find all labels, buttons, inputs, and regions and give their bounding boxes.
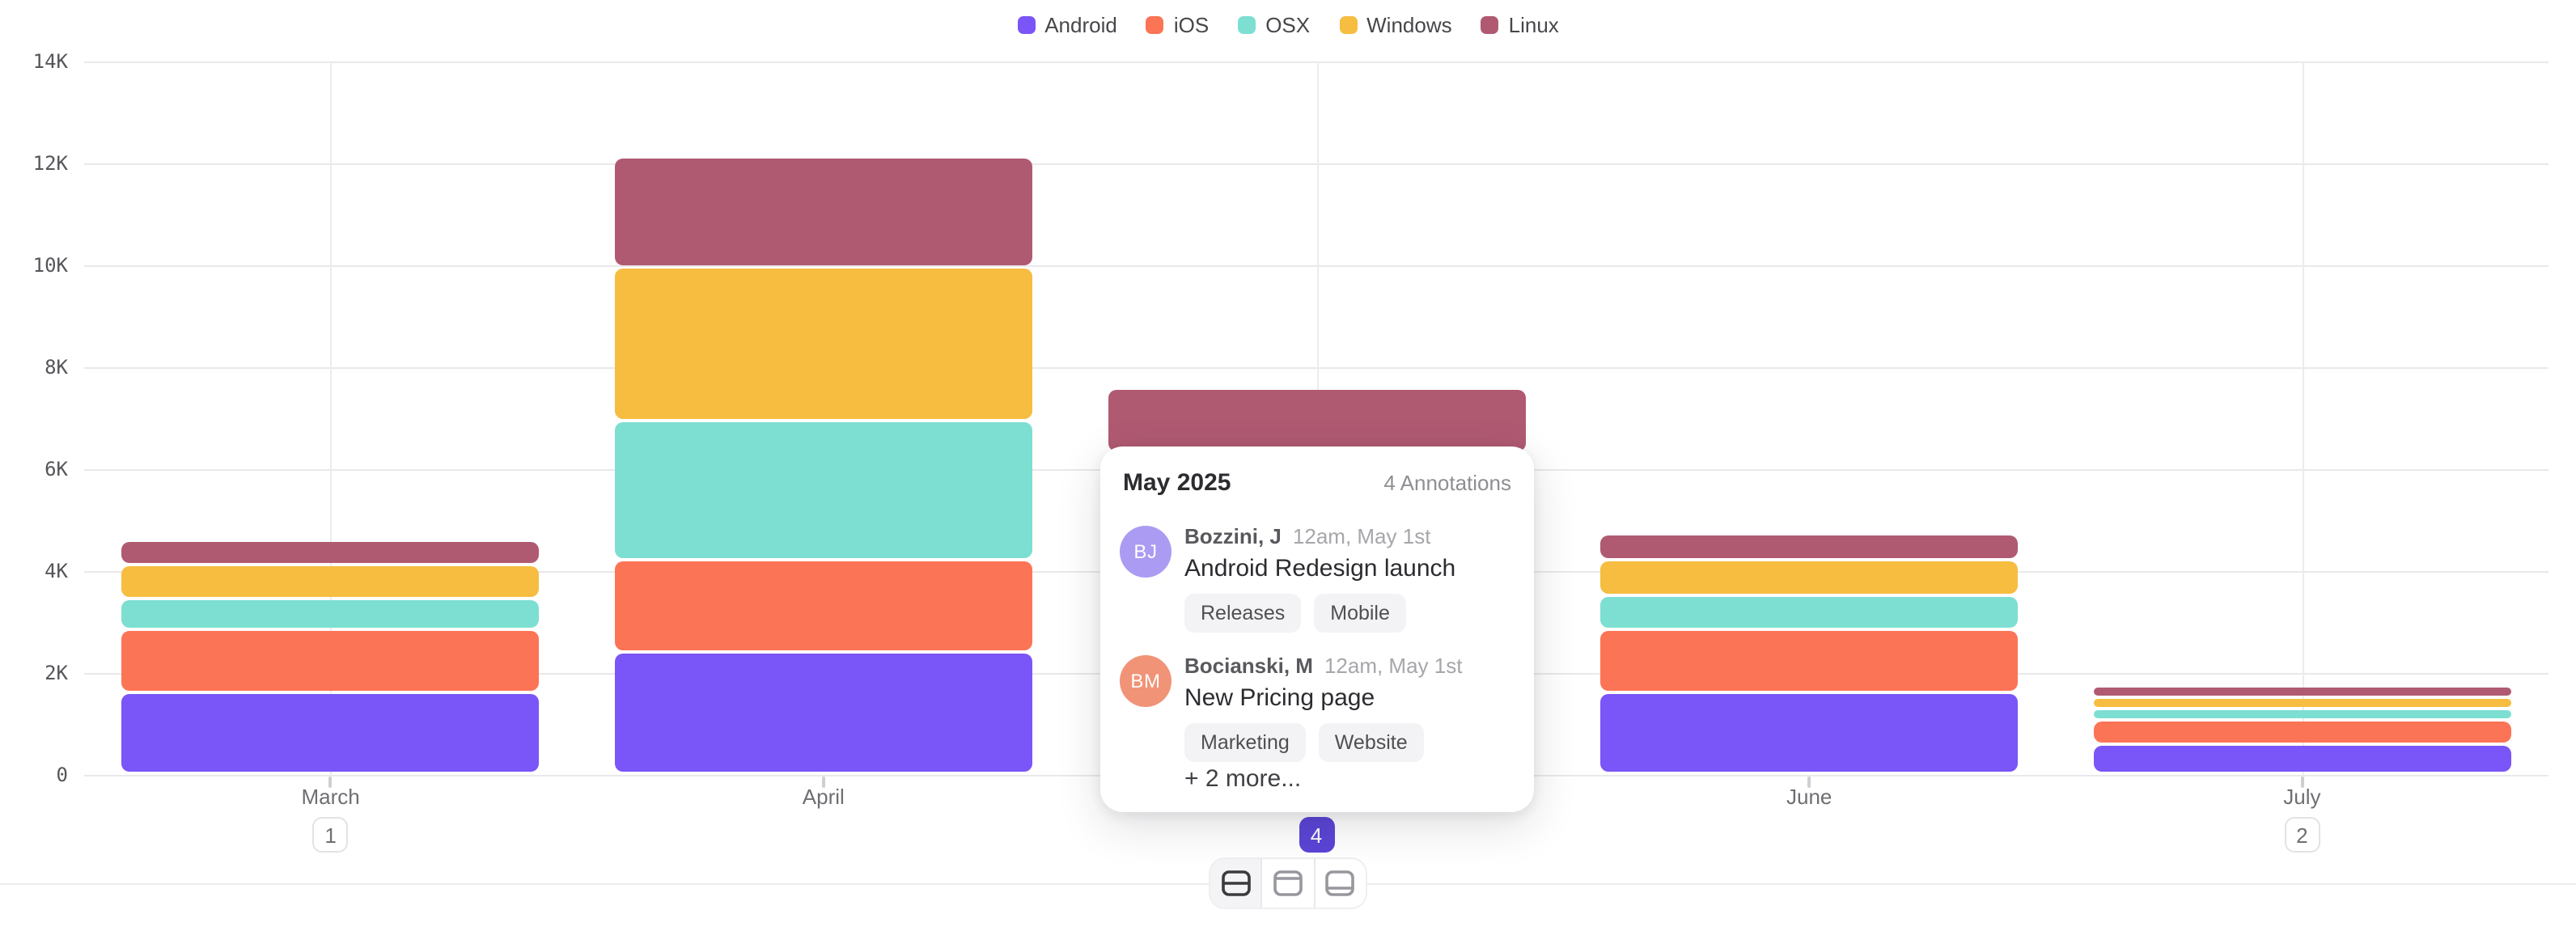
bar-segment-march-windows[interactable] [121, 566, 540, 598]
bar-segment-july-windows[interactable] [2093, 698, 2511, 708]
legend-swatch-icon [1238, 16, 1256, 34]
tooltip-title: May 2025 [1123, 469, 1231, 497]
bar-segment-march-linux[interactable] [121, 542, 540, 564]
annotation-avatar: BJ [1120, 526, 1171, 578]
month-tick-mark [2300, 776, 2304, 787]
legend-item-windows[interactable]: Windows [1339, 13, 1452, 37]
annotation-meta: Bozzini, J 12am, May 1st [1184, 524, 1515, 548]
tooltip-annotation-list: BJ Bozzini, J 12am, May 1st Android Redesig… [1120, 524, 1515, 783]
legend-swatch-icon [1481, 16, 1499, 34]
month-label-june: June [1786, 785, 1832, 809]
y-axis-tick-label: 10K [32, 253, 68, 276]
legend-item-linux[interactable]: Linux [1481, 13, 1559, 37]
annotation-timestamp: 12am, May 1st [1292, 524, 1431, 548]
month-annotation-badge-july[interactable]: 2 [2284, 817, 2320, 853]
month-label-july: July [2283, 785, 2321, 809]
month-tick-mark [328, 776, 333, 787]
annotation-author: Bocianski, M [1184, 654, 1313, 678]
annotation-tag: Mobile [1314, 594, 1406, 633]
chart-legend: Android iOS OSX Windows Linux [0, 13, 2576, 37]
annotation-tags: Marketing Website [1184, 723, 1515, 762]
annotation-tags: Releases Mobile [1184, 594, 1515, 633]
annotation-avatar: BM [1120, 655, 1171, 707]
annotation-meta: Bocianski, M 12am, May 1st [1184, 654, 1515, 678]
y-axis-tick-label: 0 [56, 763, 68, 785]
legend-item-android[interactable]: Android [1017, 13, 1117, 37]
y-axis-tick-label: 8K [44, 355, 68, 378]
annotation-body: Bozzini, J 12am, May 1st Android Redesign … [1184, 524, 1515, 633]
bar-segment-july-android[interactable] [2093, 746, 2511, 772]
split-middle-icon [1221, 870, 1251, 896]
y-axis-tick-label: 14K [32, 49, 68, 72]
legend-label: Windows [1366, 13, 1452, 37]
month-annotation-badge-march[interactable]: 1 [312, 817, 349, 853]
split-top-icon [1273, 870, 1303, 896]
legend-label: iOS [1173, 13, 1210, 37]
annotation-body: Bocianski, M 12am, May 1st New Pricing pag… [1184, 654, 1515, 762]
bar-segment-march-android[interactable] [121, 694, 540, 772]
bar-segment-april-android[interactable] [614, 653, 1032, 772]
month-tick-mark [1807, 776, 1811, 787]
split-bottom-icon [1325, 870, 1355, 896]
month-label-march: March [301, 785, 360, 809]
annotation-tag: Releases [1184, 594, 1302, 633]
annotations-tooltip: May 2025 4 Annotations BJ Bozzini, J 12am,… [1100, 446, 1534, 812]
bar-segment-april-linux[interactable] [614, 159, 1032, 266]
annotation-tag: Marketing [1184, 723, 1306, 762]
bar-segment-june-linux[interactable] [1600, 535, 2019, 558]
month-annotation-badge-may[interactable]: 4 [1299, 817, 1334, 853]
legend-label: Linux [1508, 13, 1559, 37]
y-axis-tick-label: 2K [44, 661, 68, 683]
bar-segment-march-ios[interactable] [121, 630, 540, 692]
legend-item-ios[interactable]: iOS [1146, 13, 1209, 37]
bar-segment-april-windows[interactable] [614, 269, 1032, 419]
bar-segment-july-ios[interactable] [2093, 722, 2511, 743]
annotation-title: New Pricing page [1184, 684, 1375, 712]
bar-segment-march-osx[interactable] [121, 600, 540, 628]
bar-segment-june-ios[interactable] [1600, 630, 2019, 692]
y-axis-tick-label: 4K [44, 559, 68, 582]
bar-segment-april-ios[interactable] [614, 561, 1032, 650]
bar-segment-june-windows[interactable] [1600, 561, 2019, 595]
bar-segment-july-osx[interactable] [2093, 710, 2511, 719]
annotation-entry: BJ Bozzini, J 12am, May 1st Android Redesig… [1120, 524, 1515, 633]
bar-segment-july-linux[interactable] [2093, 688, 2511, 696]
layout-switcher [1209, 857, 1367, 909]
vertical-gridline [330, 61, 333, 774]
legend-label: Android [1044, 13, 1117, 37]
layout-split-bottom-button[interactable] [1315, 859, 1366, 908]
annotation-title: Android Redesign launch [1184, 555, 1456, 582]
annotation-tag: Website [1318, 723, 1424, 762]
layout-split-middle-button[interactable] [1210, 859, 1263, 908]
bar-segment-june-osx[interactable] [1600, 597, 2019, 628]
y-axis-tick-label: 12K [32, 151, 68, 174]
legend-label: OSX [1265, 13, 1311, 37]
tooltip-annotation-count: 4 Annotations [1383, 471, 1511, 495]
month-label-april: April [802, 785, 845, 809]
tooltip-more-link[interactable]: + 2 more... [1184, 765, 1302, 793]
tooltip-header: May 2025 4 Annotations [1123, 469, 1511, 497]
bar-segment-june-android[interactable] [1600, 694, 2019, 772]
legend-swatch-icon [1017, 16, 1036, 34]
legend-swatch-icon [1146, 16, 1164, 34]
bar-segment-may-linux[interactable] [1108, 389, 1525, 452]
layout-split-top-button[interactable] [1262, 859, 1316, 908]
annotation-author: Bozzini, J [1184, 524, 1282, 548]
annotation-entry: BM Bocianski, M 12am, May 1st New Pricing p… [1120, 654, 1515, 762]
month-tick-mark [821, 776, 825, 787]
vertical-gridline [2302, 61, 2304, 774]
legend-item-osx[interactable]: OSX [1238, 13, 1310, 37]
legend-swatch-icon [1339, 16, 1358, 34]
y-axis-tick-label: 6K [44, 457, 68, 480]
annotation-timestamp: 12am, May 1st [1324, 654, 1463, 678]
bar-segment-april-osx[interactable] [614, 421, 1032, 559]
